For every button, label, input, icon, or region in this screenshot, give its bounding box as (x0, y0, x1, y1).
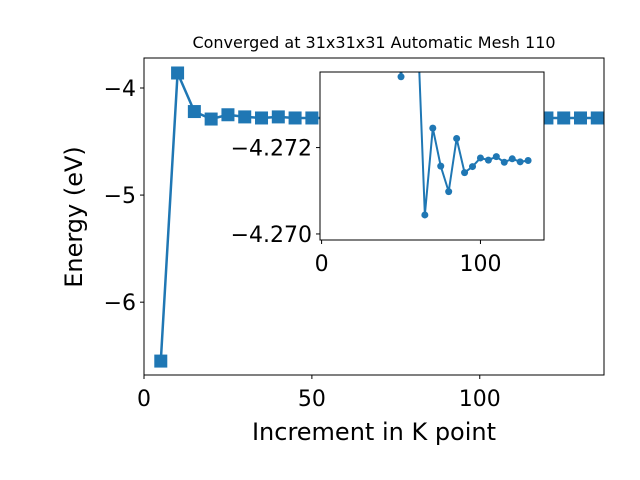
main-data-point (221, 108, 235, 122)
inset-data-point (484, 156, 492, 164)
main-data-point (255, 111, 269, 125)
inset-data-point (524, 157, 532, 165)
main-data-point (574, 111, 587, 125)
main-y-ticks: −4 −5 −6 (104, 77, 144, 316)
chart-title: Converged at 31x31x31 Automatic Mesh 110 (192, 33, 555, 52)
inset-data-point (516, 158, 524, 166)
main-plot-frame (143, 57, 605, 376)
inset-series-layer (397, 72, 532, 219)
main-y-tick-label: −6 (104, 291, 136, 316)
main-y-tick-label: −5 (104, 184, 136, 209)
inset-x-tick-label: 0 (315, 252, 329, 277)
inset-data-point (476, 154, 484, 162)
main-data-point (557, 111, 571, 125)
x-axis-label: Increment in K point (252, 418, 496, 446)
main-x-ticks: 0 50 100 (137, 375, 501, 412)
main-data-point (154, 354, 168, 368)
main-data-point (238, 110, 252, 124)
inset-plot: 0 100 −4.272 −4.270 (231, 71, 545, 277)
main-y-tick-label: −4 (104, 77, 136, 102)
y-axis-label: Energy (eV) (60, 146, 88, 288)
inset-y-tick-label: −4.270 (231, 223, 312, 248)
inset-data-point (453, 135, 461, 143)
main-x-tick-label: 0 (137, 387, 151, 412)
main-data-point (171, 66, 185, 80)
inset-data-point (461, 169, 469, 177)
main-data-point (305, 111, 319, 125)
main-x-tick-label: 100 (459, 387, 501, 412)
inset-data-point (492, 153, 500, 161)
inset-data-point (397, 73, 405, 81)
inset-y-tick-label: −4.272 (231, 137, 312, 162)
inset-data-point (429, 124, 437, 132)
main-data-point (187, 105, 201, 119)
inset-background (320, 72, 544, 240)
main-data-point (271, 110, 285, 124)
inset-y-ticks: −4.272 −4.270 (231, 137, 320, 248)
inset-data-point (500, 158, 508, 166)
inset-x-ticks: 0 100 (315, 240, 501, 277)
inset-data-point (508, 155, 516, 163)
inset-data-point (445, 188, 453, 196)
inset-x-tick-label: 100 (459, 252, 501, 277)
inset-plot-frame (319, 71, 545, 241)
inset-data-point (421, 211, 429, 219)
main-data-point (288, 111, 302, 125)
inset-data-point (437, 162, 445, 170)
main-data-point (204, 112, 218, 126)
main-data-point (590, 111, 604, 125)
main-x-tick-label: 50 (298, 387, 326, 412)
inset-data-point (469, 163, 477, 171)
